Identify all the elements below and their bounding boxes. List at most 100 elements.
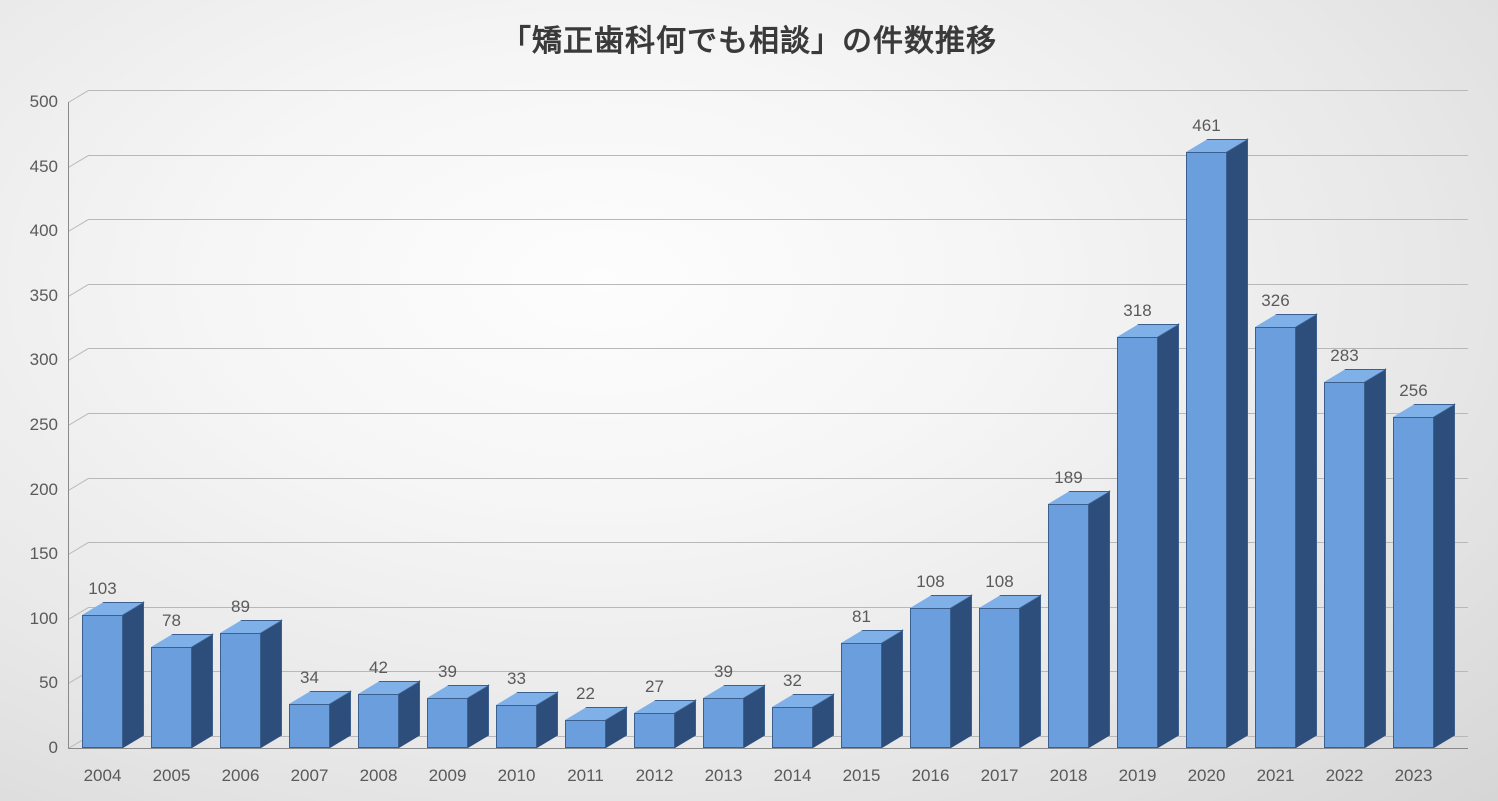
bar-value-label: 108 <box>916 572 944 592</box>
y-tick-label: 250 <box>30 415 58 435</box>
bar: 34 <box>289 692 329 748</box>
bar-value-label: 189 <box>1054 468 1082 488</box>
bar: 89 <box>220 621 260 748</box>
bar: 39 <box>703 686 743 748</box>
bar-value-label: 283 <box>1330 346 1358 366</box>
bar-side <box>1296 313 1317 748</box>
y-tick-label: 150 <box>30 544 58 564</box>
x-tick-label: 2021 <box>1257 766 1295 786</box>
bar-front <box>565 720 605 748</box>
bar-side <box>261 619 282 748</box>
bar-side <box>951 595 972 748</box>
chart-container: 「矯正歯科何でも相談」の件数推移 0 50 100 150 200 250 300 350 40… <box>0 0 1498 801</box>
x-tick-label: 2017 <box>981 766 1019 786</box>
x-tick-label: 2019 <box>1119 766 1157 786</box>
bar-value-label: 32 <box>783 671 802 691</box>
bar: 22 <box>565 708 605 748</box>
bar-value-label: 33 <box>507 669 526 689</box>
bar-front <box>703 698 743 748</box>
bar: 283 <box>1324 370 1364 748</box>
x-tick-label: 2013 <box>705 766 743 786</box>
bar-front <box>1117 337 1157 748</box>
bar-value-label: 78 <box>162 611 181 631</box>
x-tick-label: 2011 <box>567 766 604 786</box>
bar-front <box>1255 327 1295 748</box>
x-tick-label: 2009 <box>429 766 467 786</box>
bar-value-label: 326 <box>1261 291 1289 311</box>
y-tick-label: 0 <box>49 738 58 758</box>
bar-front <box>979 608 1019 748</box>
bar-front <box>82 615 122 748</box>
x-tick-label: 2006 <box>222 766 260 786</box>
x-tick-label: 2018 <box>1050 766 1088 786</box>
bar: 189 <box>1048 492 1088 748</box>
bar-value-label: 27 <box>645 677 664 697</box>
bar-value-label: 39 <box>438 662 457 682</box>
x-tick-label: 2020 <box>1188 766 1226 786</box>
bar-value-label: 108 <box>985 572 1013 592</box>
x-tick-label: 2005 <box>153 766 191 786</box>
y-tick-label: 450 <box>30 157 58 177</box>
bar-front <box>1324 382 1364 748</box>
bar-side <box>1434 404 1455 748</box>
bar-side <box>1020 595 1041 748</box>
bar-value-label: 89 <box>231 597 250 617</box>
bar-side <box>123 601 144 748</box>
x-tick-label: 2010 <box>498 766 536 786</box>
bar-front <box>289 704 329 748</box>
bar-front <box>151 647 191 748</box>
bars-group: 1032004782005892006342007422008392009332… <box>68 90 1468 748</box>
bar-value-label: 42 <box>369 658 388 678</box>
bar: 318 <box>1117 325 1157 748</box>
y-tick-label: 100 <box>30 609 58 629</box>
bar: 39 <box>427 686 467 748</box>
y-tick-label: 400 <box>30 221 58 241</box>
bar-front <box>220 633 260 748</box>
x-tick-label: 2008 <box>360 766 398 786</box>
bar: 256 <box>1393 405 1433 748</box>
bar: 33 <box>496 693 536 748</box>
y-tick-label: 350 <box>30 286 58 306</box>
bar: 108 <box>979 596 1019 748</box>
y-tick-label: 50 <box>39 673 58 693</box>
x-tick-label: 2012 <box>636 766 674 786</box>
bar-value-label: 318 <box>1123 301 1151 321</box>
y-tick-label: 300 <box>30 350 58 370</box>
bar-side <box>1227 139 1248 748</box>
bar-front <box>634 713 674 748</box>
x-tick-label: 2022 <box>1326 766 1364 786</box>
bar-front <box>358 694 398 748</box>
bar-value-label: 103 <box>88 579 116 599</box>
bar-front <box>1393 417 1433 748</box>
bar-front <box>1186 152 1226 748</box>
x-tick-label: 2015 <box>843 766 881 786</box>
bar-front <box>427 698 467 748</box>
bar-side <box>882 630 903 748</box>
bar: 326 <box>1255 315 1295 748</box>
bar-side <box>192 634 213 748</box>
bar-front <box>841 643 881 748</box>
bar: 461 <box>1186 140 1226 748</box>
bar: 27 <box>634 701 674 748</box>
bar: 103 <box>82 603 122 748</box>
bar: 78 <box>151 635 191 748</box>
bar-value-label: 256 <box>1399 381 1427 401</box>
bar-value-label: 34 <box>300 668 319 688</box>
x-tick-label: 2007 <box>291 766 329 786</box>
x-tick-label: 2004 <box>84 766 122 786</box>
bar: 108 <box>910 596 950 748</box>
bar: 32 <box>772 695 812 748</box>
bar-value-label: 39 <box>714 662 733 682</box>
bar-side <box>1089 490 1110 748</box>
bar-front <box>496 705 536 748</box>
x-tick-label: 2023 <box>1395 766 1433 786</box>
bar-value-label: 81 <box>852 607 871 627</box>
x-tick-label: 2014 <box>774 766 812 786</box>
bar-side <box>1158 324 1179 748</box>
bar-value-label: 461 <box>1192 116 1220 136</box>
chart-title: 「矯正歯科何でも相談」の件数推移 <box>0 16 1498 60</box>
bar-front <box>910 608 950 748</box>
bar-front <box>772 707 812 748</box>
y-tick-label: 200 <box>30 480 58 500</box>
bar-value-label: 22 <box>576 684 595 704</box>
